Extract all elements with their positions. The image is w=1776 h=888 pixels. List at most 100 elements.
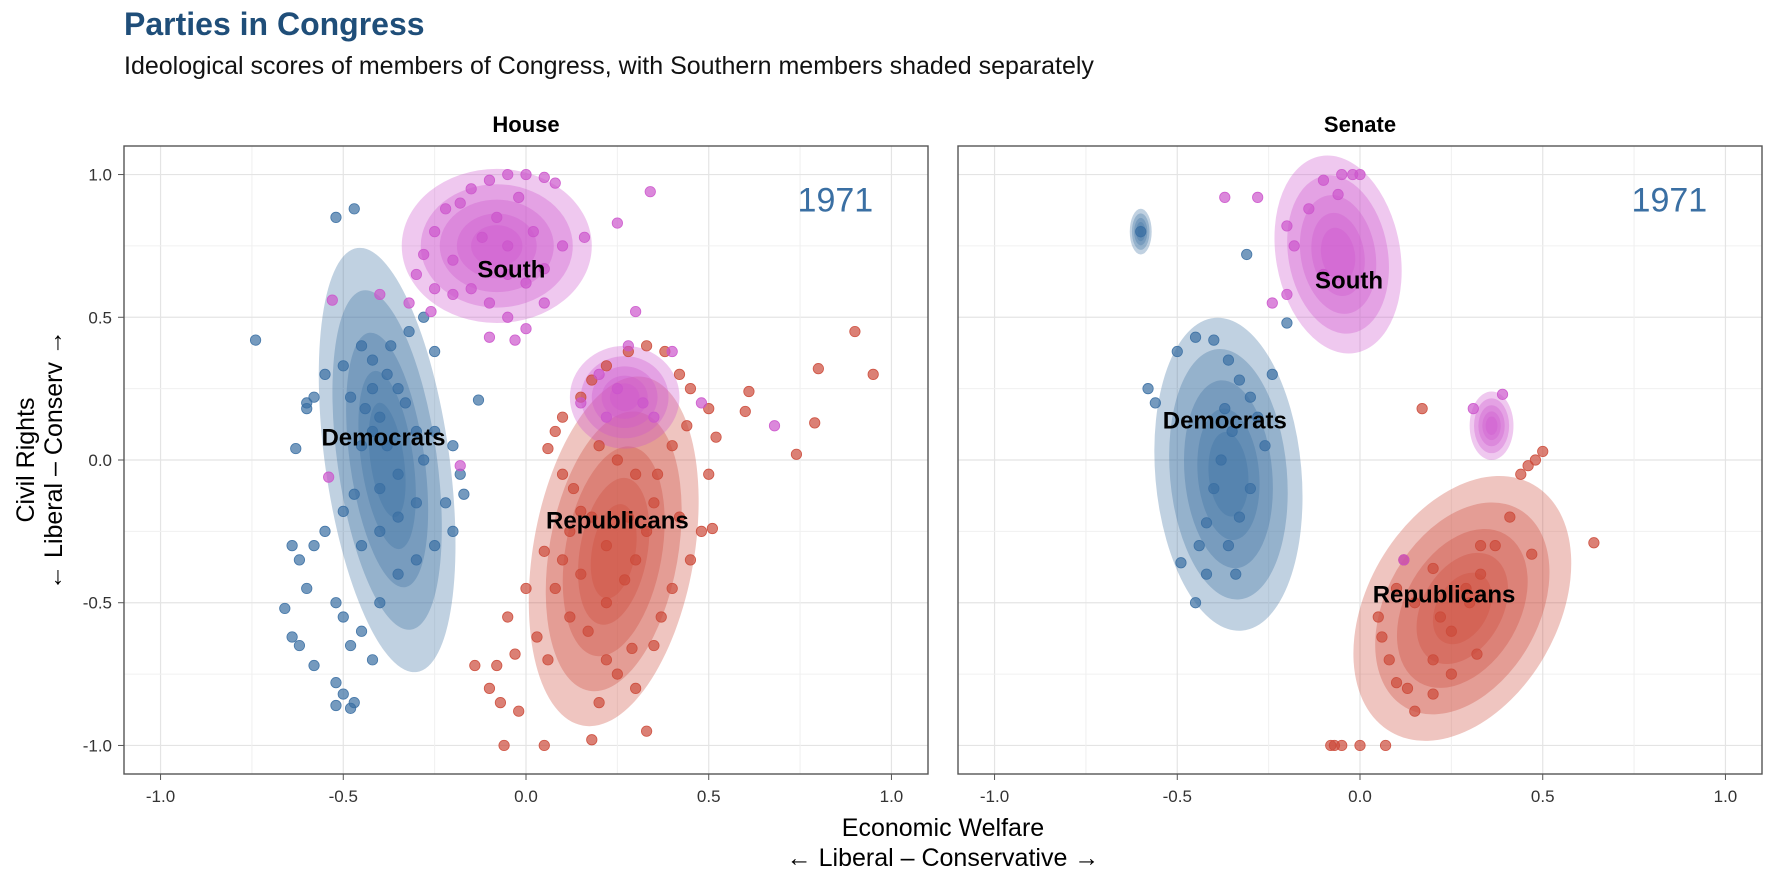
point-south [374,288,386,301]
point-south [410,268,422,281]
point-republicans [586,374,598,386]
point-republicans [549,582,561,595]
point-democrats [381,368,393,380]
point-republicans [1427,654,1439,666]
point-south [1317,268,1330,281]
point-democrats [308,391,320,403]
point-democrats [286,631,298,643]
point-democrats [374,525,386,537]
point-republicans [469,659,481,672]
point-south [483,174,496,186]
point-south [1281,288,1293,301]
data-points [249,168,879,752]
point-democrats [1233,511,1246,523]
point-south [509,334,521,346]
point-republicans [640,525,653,537]
point-south [1332,188,1344,201]
point-republicans [1460,582,1472,595]
point-republicans [1504,511,1516,523]
point-democrats [1171,345,1183,358]
density-republicans-level-5 [1432,572,1492,645]
point-democrats [344,639,357,652]
point-republicans [1588,537,1600,549]
point-republicans [564,611,576,623]
point-republicans [1354,739,1366,752]
point-republicans [520,582,532,595]
point-democrats [359,403,371,415]
point-republicans [648,639,660,652]
point-democrats [1230,568,1242,580]
point-republicans [531,631,543,643]
point-republicans [586,734,598,746]
point-republicans [1390,677,1403,689]
density-republicans-level-1 [1353,476,1572,741]
point-republicans [1529,454,1542,466]
group-label-south: South [477,256,545,283]
year-label: 1971 [798,182,874,220]
point-republicans [739,405,751,418]
point-democrats [355,340,368,352]
point-south [429,226,441,238]
point-south [622,340,634,352]
point-republicans [710,431,722,443]
panel-title: House [492,112,559,137]
point-democrats [392,468,404,480]
point-republicans [582,625,594,637]
point-democrats [1149,397,1161,409]
point-south [575,397,587,409]
point-republicans [1537,445,1549,458]
point-republicans [1445,625,1457,637]
group-label-republicans: Republicans [546,508,689,535]
point-democrats [399,397,411,409]
point-republicans [600,654,613,666]
point-republicans [538,739,550,752]
point-republicans [1526,548,1538,560]
point-republicans [1515,468,1527,480]
point-democrats [1208,334,1220,346]
point-republicans [567,482,580,495]
point-south [454,197,466,209]
point-south [630,305,642,318]
point-republicans [1427,688,1439,700]
point-south [1252,191,1264,203]
point-democrats [381,440,393,452]
point-republicans [626,642,638,655]
point-democrats [290,442,302,455]
point-democrats [1252,411,1264,423]
point-south [502,268,514,281]
point-south [1288,240,1300,252]
point-republicans [575,505,587,517]
point-democrats [385,340,397,352]
density-democrats-level-1 [1154,317,1303,631]
density-south-level-3 [1299,195,1377,314]
point-democrats [330,597,342,609]
point-democrats [392,511,404,523]
point-democrats [410,554,422,566]
point-republicans [1475,568,1487,580]
point-democrats [1208,482,1220,495]
x-tick-label: -0.5 [329,787,358,806]
point-republicans [703,468,715,480]
point-democrats [1215,454,1227,466]
point-republicans [673,511,686,523]
point-south [502,311,514,323]
point-democrats [337,360,349,372]
point-republicans [684,554,697,566]
point-south [549,177,561,189]
x-tick-label: 0.0 [514,787,538,806]
point-republicans [630,682,642,694]
density-contours [1129,155,1572,741]
point-republicans [812,363,824,375]
point-south [447,254,459,266]
point-south [527,226,539,238]
point-republicans [611,668,623,680]
point-democrats [1193,540,1205,552]
density-democrats-level-3 [346,332,429,588]
density-south-level-2 [1474,398,1510,454]
point-democrats [447,440,459,452]
y-tick-label: -1.0 [83,736,112,755]
point-republicans [586,511,598,523]
point-republicans [593,440,605,452]
point-republicans [1409,705,1421,717]
point-republicans [593,697,605,709]
